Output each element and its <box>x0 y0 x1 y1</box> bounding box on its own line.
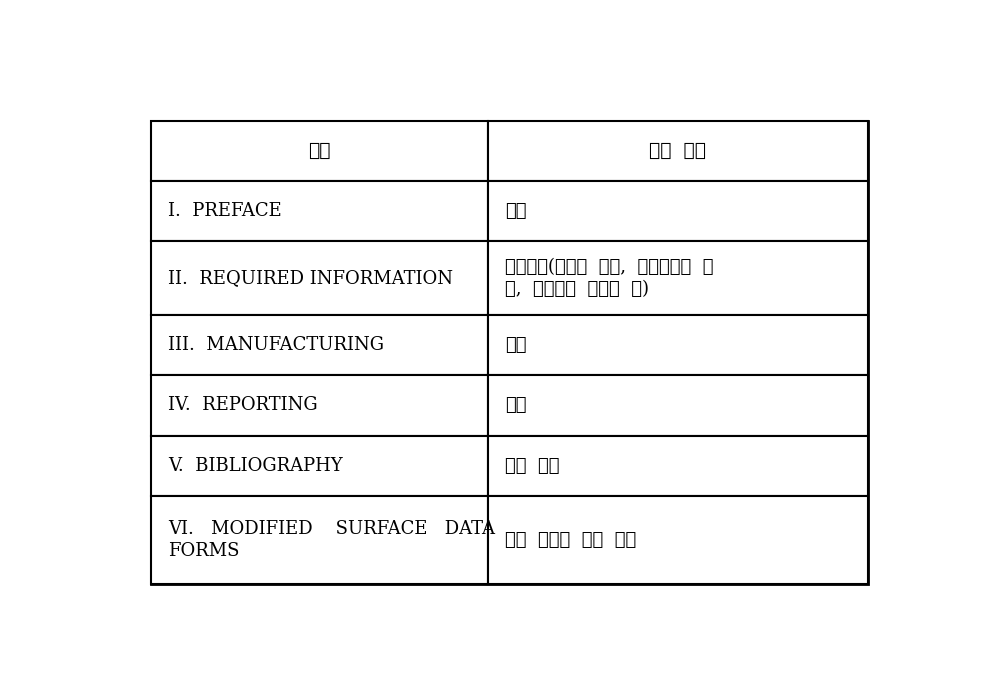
Text: 요구  정보별  제출  양식: 요구 정보별 제출 양식 <box>505 531 636 549</box>
Bar <box>488 315 868 376</box>
Text: VI.   MODIFIED    SURFACE   DATA: VI. MODIFIED SURFACE DATA <box>168 520 495 538</box>
Bar <box>151 121 868 584</box>
Bar <box>151 436 488 496</box>
Text: 주요  내용: 주요 내용 <box>649 142 707 160</box>
Text: II.  REQUIRED INFORMATION: II. REQUIRED INFORMATION <box>168 269 453 287</box>
Bar <box>488 376 868 436</box>
Text: V.  BIBLIOGRAPHY: V. BIBLIOGRAPHY <box>168 456 343 475</box>
Bar <box>151 121 488 181</box>
Text: 서문: 서문 <box>505 202 527 220</box>
Bar <box>488 181 868 241</box>
Text: 목차: 목차 <box>308 142 331 160</box>
Text: 제조: 제조 <box>505 336 527 354</box>
Bar <box>488 436 868 496</box>
Bar <box>151 241 488 315</box>
Bar <box>151 315 488 376</box>
Bar <box>151 181 488 241</box>
Bar <box>151 496 488 584</box>
Bar <box>488 496 868 584</box>
Text: III.  MANUFACTURING: III. MANUFACTURING <box>168 336 384 354</box>
Text: IV.  REPORTING: IV. REPORTING <box>168 396 318 415</box>
Text: 성,  생물학적  안정성  등): 성, 생물학적 안정성 등) <box>505 280 649 298</box>
Bar <box>151 376 488 436</box>
Text: I.  PREFACE: I. PREFACE <box>168 202 282 220</box>
Text: 관련  문서: 관련 문서 <box>505 456 560 475</box>
Text: 보고: 보고 <box>505 396 527 415</box>
Text: 요구정보(재료의  분석,  물리화학적  특: 요구정보(재료의 분석, 물리화학적 특 <box>505 258 714 276</box>
Bar <box>488 241 868 315</box>
Bar <box>488 121 868 181</box>
Text: FORMS: FORMS <box>168 542 240 560</box>
